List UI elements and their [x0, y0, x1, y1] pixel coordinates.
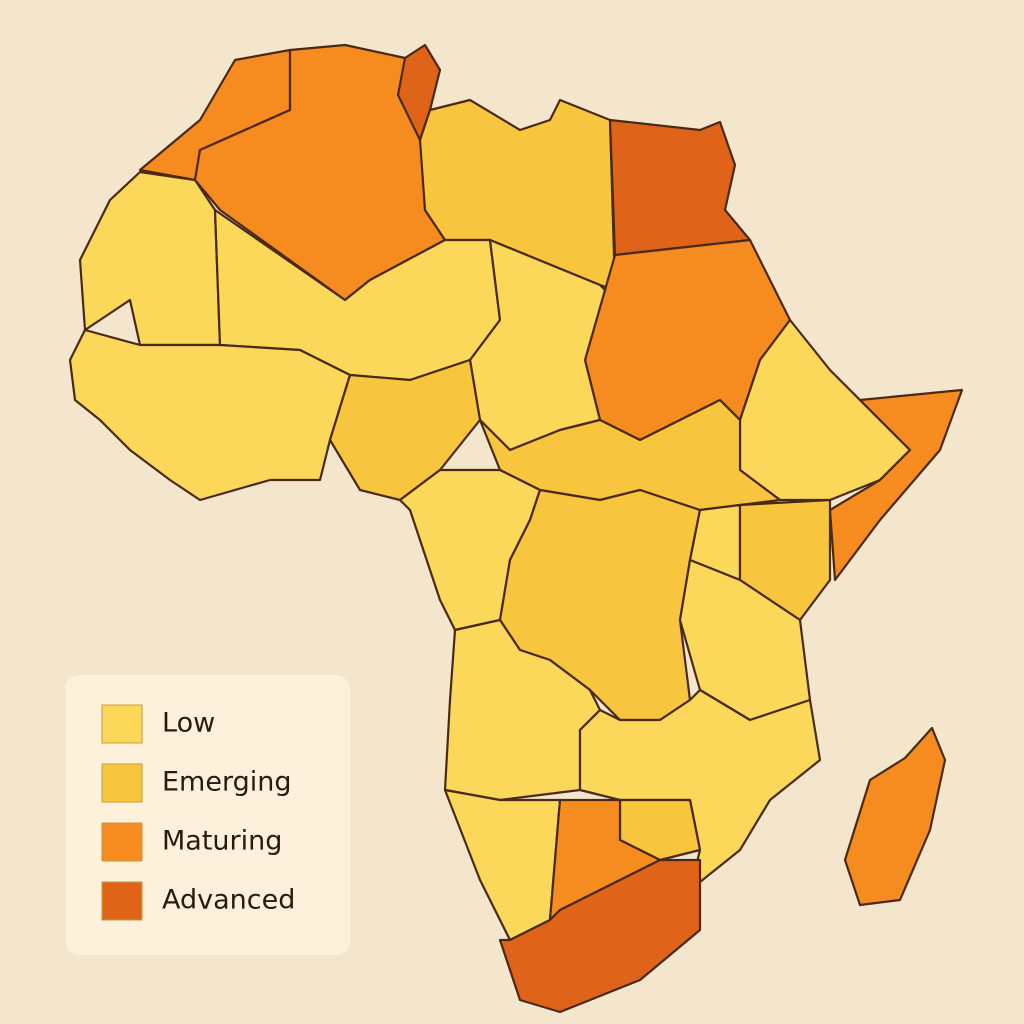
legend-label: Low	[162, 708, 215, 739]
legend-label: Advanced	[162, 885, 295, 916]
country	[843, 726, 947, 907]
legend-swatch	[101, 881, 143, 921]
legend-swatch	[101, 763, 143, 803]
country	[68, 328, 352, 502]
country	[578, 688, 822, 892]
legend-swatch	[101, 822, 143, 862]
legend-label: Emerging	[162, 767, 292, 798]
legend-label: Maturing	[162, 826, 282, 857]
country	[738, 498, 832, 622]
country	[78, 170, 222, 347]
legend-swatch	[101, 704, 143, 744]
countries	[68, 43, 964, 1014]
country	[498, 858, 702, 1014]
legend: Low Emerging Maturing Advanced	[101, 704, 295, 921]
country	[828, 388, 964, 582]
